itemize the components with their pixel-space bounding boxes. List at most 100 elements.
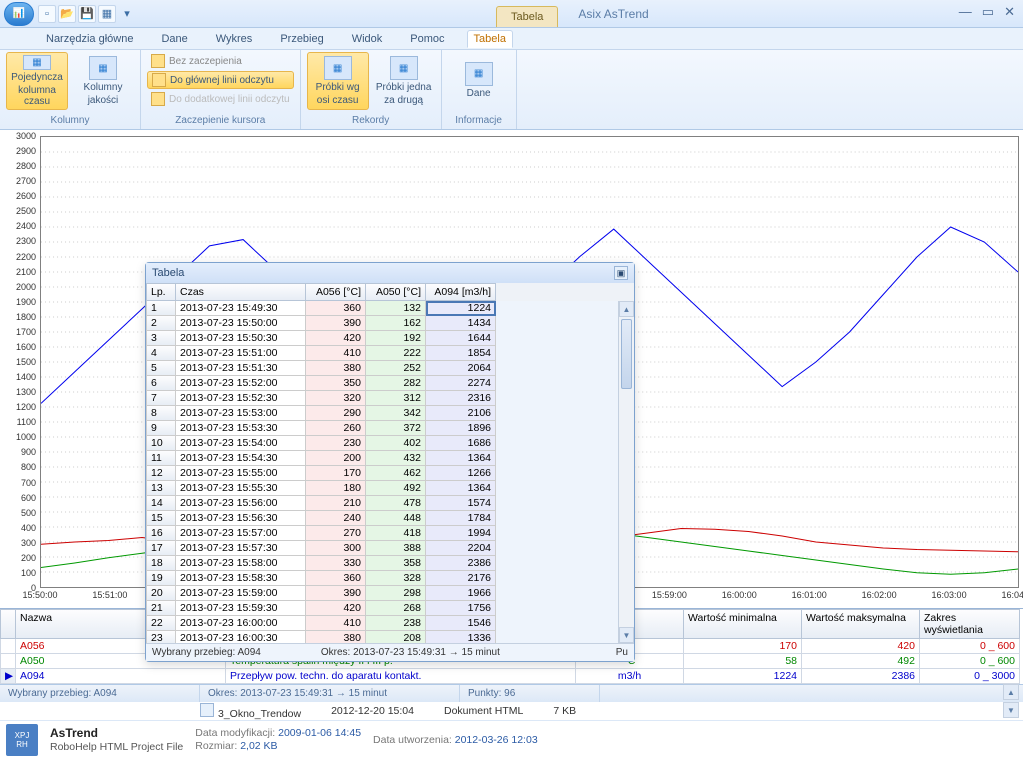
menu-narzędzia-główne[interactable]: Narzędzia główne (40, 31, 139, 47)
ribbon-próbki-wg[interactable]: ▦Próbki wgosi czasu (307, 52, 369, 110)
vars-col[interactable]: Wartość minimalna (684, 609, 802, 639)
ytick: 2900 (16, 146, 36, 156)
status-bar: Wybrany przebieg: A094 Okres: 2013-07-23… (0, 684, 1023, 702)
tabela-close-icon[interactable]: ▣ (614, 266, 628, 280)
tabela-col[interactable]: A094 [m3/h] (426, 283, 496, 301)
scroll-down-icon[interactable]: ▼ (619, 627, 634, 643)
table-row[interactable]: 232013-07-23 16:00:303802081336 (146, 631, 634, 643)
file-title: AsTrend (50, 726, 183, 740)
table-row[interactable]: 52013-07-23 15:51:303802522064 (146, 361, 634, 376)
xtick: 15:51:00 (92, 590, 127, 600)
table-row[interactable]: 32013-07-23 15:50:304201921644 (146, 331, 634, 346)
scroll-thumb[interactable] (621, 319, 632, 389)
menu-wykres[interactable]: Wykres (210, 31, 259, 47)
ytick: 2500 (16, 206, 36, 216)
menu-dane[interactable]: Dane (155, 31, 193, 47)
tabela-col[interactable]: Czas (176, 283, 306, 301)
table-row[interactable]: 132013-07-23 15:55:301804921364 (146, 481, 634, 496)
table-row[interactable]: 162013-07-23 15:57:002704181994 (146, 526, 634, 541)
ribbon-dane[interactable]: ▦Dane (448, 52, 510, 110)
cols-icon: ▦ (89, 56, 117, 80)
table-row[interactable]: 202013-07-23 15:59:003902981966 (146, 586, 634, 601)
quick-access-toolbar: ▫ 📂 💾 ▦ ▾ (38, 5, 136, 23)
ytick: 500 (21, 508, 36, 518)
tabela-col[interactable]: A050 [°C] (366, 283, 426, 301)
table-row[interactable]: 72013-07-23 15:52:303203122316 (146, 391, 634, 406)
ribbon-small-do-głównej[interactable]: Do głównej linii odczytu (147, 71, 294, 89)
ytick: 2400 (16, 221, 36, 231)
ytick: 1300 (16, 387, 36, 397)
tabela-titlebar[interactable]: Tabela ▣ (146, 263, 634, 283)
tabela-col[interactable]: Lp. (146, 283, 176, 301)
maximize-icon[interactable]: ▭ (982, 4, 994, 20)
app-title: Asix AsTrend (578, 7, 648, 21)
ytick: 2200 (16, 252, 36, 262)
table-row[interactable]: 222013-07-23 16:00:004102381546 (146, 616, 634, 631)
anchor-icon (151, 92, 165, 106)
context-tab[interactable]: Tabela (496, 6, 558, 27)
table-row[interactable]: 102013-07-23 15:54:002304021686 (146, 436, 634, 451)
qat-new-icon[interactable]: ▫ (38, 5, 56, 23)
ribbon-próbki-jedna[interactable]: ▦Próbki jednaza drugą (373, 52, 435, 110)
info-icon: ▦ (465, 62, 493, 86)
table-row[interactable]: 12013-07-23 15:49:303601321224 (146, 301, 634, 316)
table-row[interactable]: 192013-07-23 15:58:303603282176 (146, 571, 634, 586)
ytick: 1800 (16, 312, 36, 322)
table-row[interactable]: 182013-07-23 15:58:003303582386 (146, 556, 634, 571)
ribbon-kolumny[interactable]: ▦Kolumnyjakości (72, 52, 134, 110)
ytick: 2300 (16, 236, 36, 246)
file-sub: RoboHelp HTML Project File (50, 741, 183, 753)
scroll-up-icon[interactable]: ▲ (1003, 684, 1019, 700)
table-row[interactable]: 92013-07-23 15:53:302603721896 (146, 421, 634, 436)
table-row[interactable]: 142013-07-23 15:56:002104781574 (146, 496, 634, 511)
menu-tabela[interactable]: Tabela (467, 30, 513, 48)
table-row[interactable]: 122013-07-23 15:55:001704621266 (146, 466, 634, 481)
ytick: 2000 (16, 282, 36, 292)
menu-pomoc[interactable]: Pomoc (404, 31, 450, 47)
table-row[interactable]: 152013-07-23 15:56:302404481784 (146, 511, 634, 526)
chart-area: 3000290028002700260025002400230022002100… (0, 130, 1023, 608)
vars-col[interactable]: Wartość maksymalna (802, 609, 920, 639)
xtick: 16:03:00 (932, 590, 967, 600)
ribbon-small-bez-zaczep[interactable]: Bez zaczepienia (147, 52, 294, 70)
table-row[interactable]: 212013-07-23 15:59:304202681756 (146, 601, 634, 616)
ytick: 2100 (16, 267, 36, 277)
qat-open-icon[interactable]: 📂 (58, 5, 76, 23)
variable-row[interactable]: ▶A094Przepływ pow. techn. do aparatu kon… (0, 669, 1023, 684)
vars-col[interactable]: Zakres wyświetlania (920, 609, 1020, 639)
ytick: 1700 (16, 327, 36, 337)
ytick: 1200 (16, 402, 36, 412)
qat-grid-icon[interactable]: ▦ (98, 5, 116, 23)
ie-icon (200, 703, 214, 717)
tabela-scrollbar[interactable]: ▲ ▼ (618, 301, 634, 643)
ribbon-pojedyncza[interactable]: ▦Pojedynczakolumna czasu (6, 52, 68, 110)
table-row[interactable]: 62013-07-23 15:52:003502822274 (146, 376, 634, 391)
close-icon[interactable]: ✕ (1004, 4, 1015, 20)
file-thumb-icon: XPJRH (6, 724, 38, 756)
table-row[interactable]: 42013-07-23 15:51:004102221854 (146, 346, 634, 361)
table-row[interactable]: 112013-07-23 15:54:302004321364 (146, 451, 634, 466)
vars-col[interactable] (0, 609, 16, 639)
ytick: 400 (21, 523, 36, 533)
qat-dropdown-icon[interactable]: ▾ (118, 5, 136, 23)
file-item[interactable]: 3_Okno_Trendow (200, 703, 301, 720)
scroll-up-icon[interactable]: ▲ (619, 301, 634, 317)
table-row[interactable]: 82013-07-23 15:53:002903422106 (146, 406, 634, 421)
scroll-down-icon[interactable]: ▼ (1003, 702, 1019, 718)
xtick: 15:50:00 (22, 590, 57, 600)
minimize-icon[interactable]: — (959, 4, 972, 20)
ytick: 2600 (16, 191, 36, 201)
tabela-body[interactable]: 12013-07-23 15:49:30360132122422013-07-2… (146, 301, 634, 643)
menu-przebieg[interactable]: Przebieg (274, 31, 329, 47)
menu-widok[interactable]: Widok (346, 31, 389, 47)
app-orb[interactable]: 📊 (4, 2, 34, 26)
window-controls: — ▭ ✕ (959, 4, 1015, 20)
table-row[interactable]: 22013-07-23 15:50:003901621434 (146, 316, 634, 331)
file-list-row[interactable]: 3_Okno_Trendow 2012-12-20 15:04 Dokument… (0, 702, 1023, 720)
tabela-col[interactable]: A056 [°C] (306, 283, 366, 301)
xtick: 16:01:00 (792, 590, 827, 600)
ytick: 3000 (16, 131, 36, 141)
tabela-window[interactable]: Tabela ▣ Lp.CzasA056 [°C]A050 [°C]A094 [… (145, 262, 635, 662)
table-row[interactable]: 172013-07-23 15:57:303003882204 (146, 541, 634, 556)
qat-save-icon[interactable]: 💾 (78, 5, 96, 23)
